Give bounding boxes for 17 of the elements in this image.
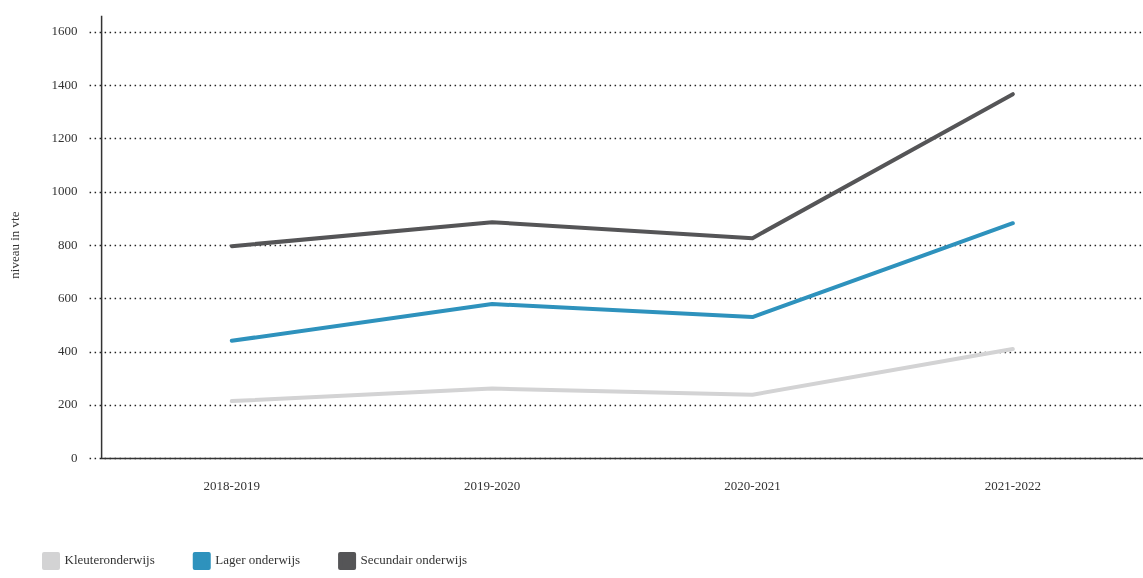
y-tick-label: 600 bbox=[58, 289, 78, 305]
y-tick-label: 1600 bbox=[51, 23, 78, 39]
y-tick-label: 0 bbox=[71, 449, 78, 465]
x-tick-label: 2021-2022 bbox=[984, 477, 1041, 493]
legend-label: Kleuteronderwijs bbox=[64, 552, 155, 568]
legend-label: Lager onderwijs bbox=[215, 552, 301, 568]
x-tick-label: 2020-2021 bbox=[724, 477, 781, 493]
y-tick-label: 800 bbox=[58, 236, 78, 252]
y-tick-label: 400 bbox=[58, 343, 78, 359]
y-tick-label: 1200 bbox=[51, 129, 78, 145]
y-tick-label: 1400 bbox=[51, 76, 78, 92]
x-tick-label: 2018-2019 bbox=[203, 477, 260, 493]
y-axis-title: niveau in vte bbox=[7, 211, 23, 279]
y-tick-label: 200 bbox=[58, 396, 78, 412]
legend-label: Secundair onderwijs bbox=[360, 552, 468, 568]
y-tick-label: 1000 bbox=[51, 183, 78, 199]
x-tick-label: 2019-2020 bbox=[463, 477, 521, 493]
